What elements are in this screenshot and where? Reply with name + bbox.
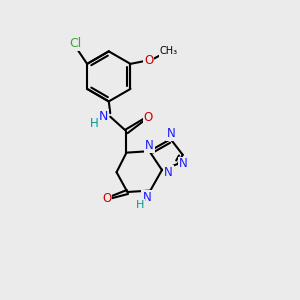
Text: H: H [90,117,98,130]
Text: N: N [167,127,176,140]
Text: N: N [145,139,154,152]
Text: H: H [136,200,144,210]
Text: Cl: Cl [69,37,82,50]
Text: O: O [102,192,111,205]
Text: N: N [99,110,109,123]
Text: N: N [142,191,151,204]
Text: N: N [164,166,173,179]
Text: O: O [144,54,153,68]
Text: O: O [144,111,153,124]
Text: N: N [178,158,187,170]
Text: CH₃: CH₃ [159,46,178,56]
